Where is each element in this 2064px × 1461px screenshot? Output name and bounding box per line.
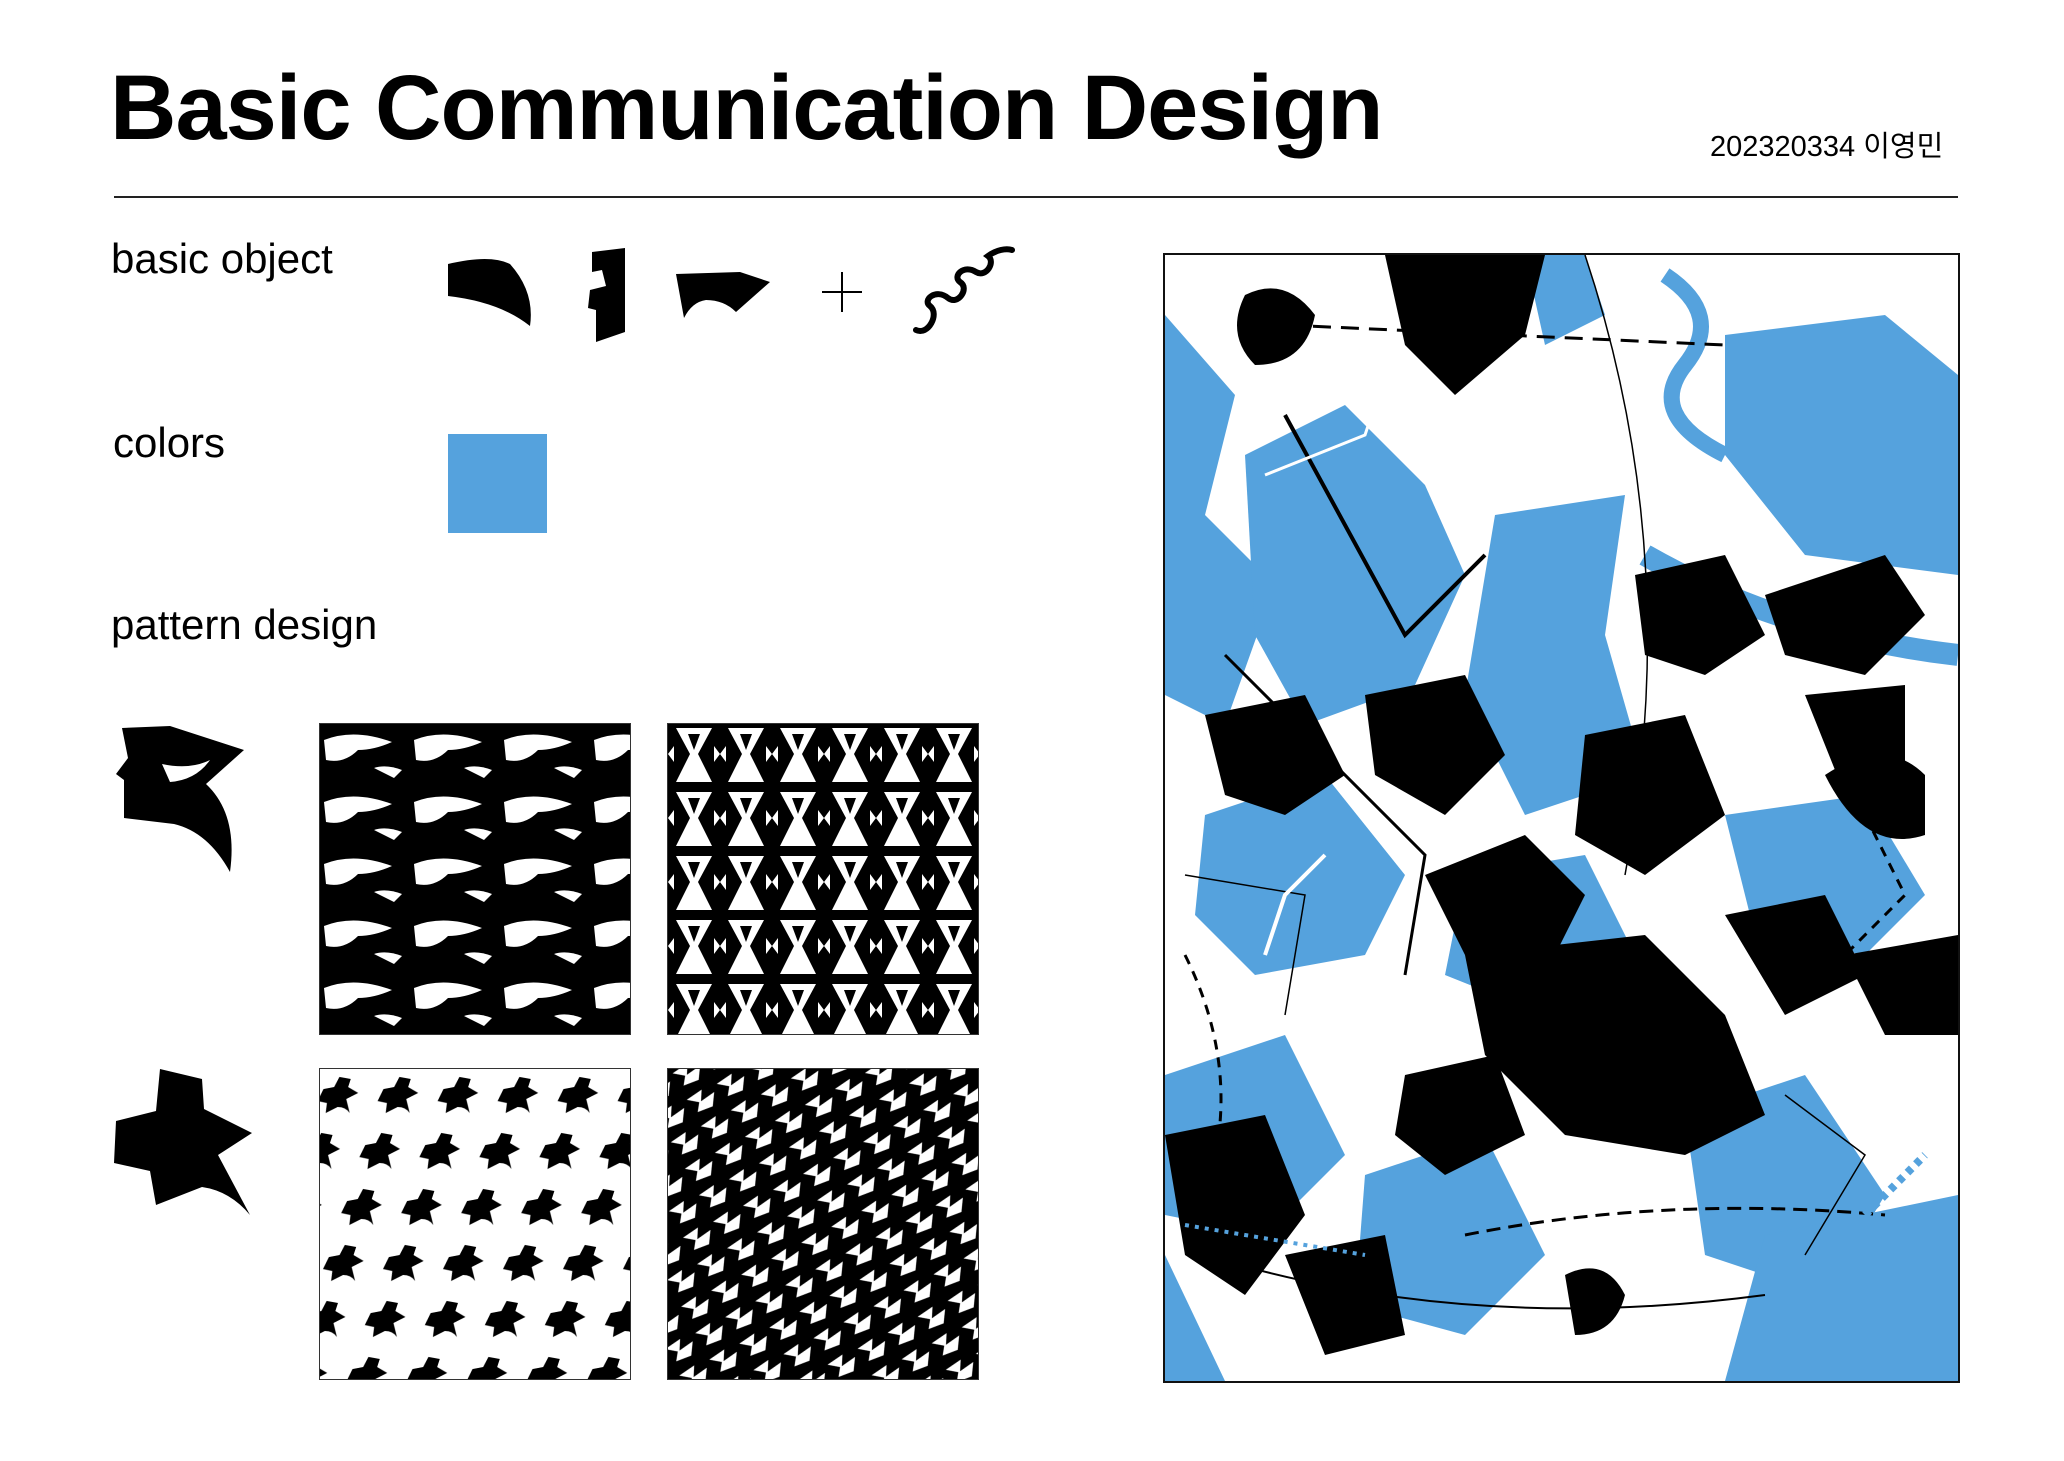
student-id-name: 202320334 이영민 <box>1710 131 1944 163</box>
pattern-tile-hourglass <box>667 723 979 1035</box>
poster-composition <box>1163 253 1960 1383</box>
pattern-design-label: pattern design <box>111 601 378 648</box>
wave-line <box>913 246 1015 334</box>
header-divider <box>114 196 1958 198</box>
color-swatch-blue <box>448 434 547 533</box>
basic-object-label: basic object <box>111 235 333 282</box>
poster-artwork <box>1165 255 1958 1381</box>
colors-label: colors <box>113 419 226 466</box>
pattern-motif-star <box>114 1069 252 1215</box>
pattern-tile-zigzag <box>667 1068 979 1380</box>
pattern-tile-birds <box>319 723 631 1035</box>
notched-bar-shape <box>588 248 625 342</box>
pattern-tile-stars <box>319 1068 631 1380</box>
swoosh-shape <box>676 272 770 318</box>
page-title: Basic Communication Design <box>110 57 1383 159</box>
basic-objects-row <box>448 246 1015 342</box>
pattern-motif-bird <box>116 726 244 872</box>
curved-wedge-shape <box>448 259 531 326</box>
plus-sign <box>822 272 862 312</box>
